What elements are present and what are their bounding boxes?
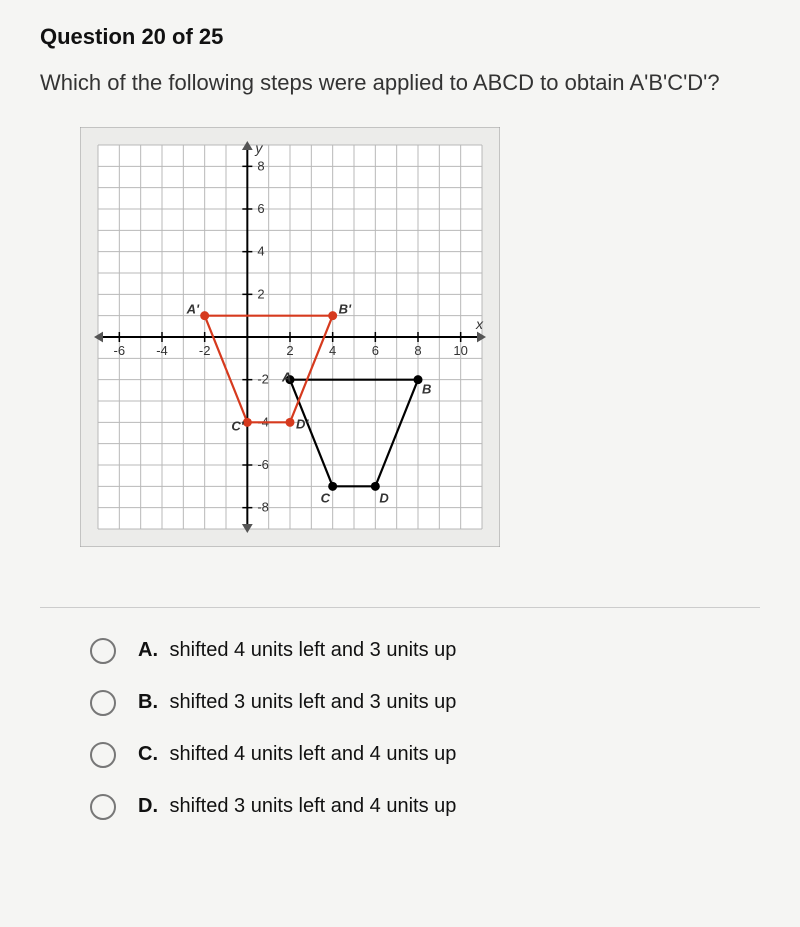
svg-text:-4: -4 [156,343,168,358]
radio-icon[interactable] [90,638,116,664]
choice-D[interactable]: D. shifted 3 units left and 4 units up [90,794,760,820]
svg-text:D: D [379,490,389,505]
svg-text:-6: -6 [257,457,269,472]
svg-text:A: A [281,369,291,384]
svg-text:D': D' [296,416,309,431]
svg-text:B': B' [339,301,352,316]
svg-text:6: 6 [257,201,264,216]
svg-text:-8: -8 [257,499,269,514]
svg-text:x: x [475,316,484,332]
svg-text:2: 2 [286,343,293,358]
svg-text:-6: -6 [114,343,126,358]
svg-text:8: 8 [257,158,264,173]
radio-icon[interactable] [90,742,116,768]
svg-text:B: B [422,381,431,396]
svg-text:8: 8 [414,343,421,358]
choice-label: D. shifted 3 units left and 4 units up [138,795,456,818]
svg-text:y: y [254,140,263,156]
radio-icon[interactable] [90,690,116,716]
svg-text:2: 2 [257,286,264,301]
choice-label: A. shifted 4 units left and 3 units up [138,639,456,662]
question-text: Which of the following steps were applie… [40,68,760,99]
choice-A[interactable]: A. shifted 4 units left and 3 units up [90,638,760,664]
svg-text:C': C' [231,418,244,433]
svg-text:A': A' [186,301,200,316]
svg-text:10: 10 [453,343,467,358]
svg-text:C: C [321,490,331,505]
svg-text:6: 6 [372,343,379,358]
choice-label: C. shifted 4 units left and 4 units up [138,743,456,766]
radio-icon[interactable] [90,794,116,820]
choice-label: B. shifted 3 units left and 3 units up [138,691,456,714]
choice-B[interactable]: B. shifted 3 units left and 3 units up [90,690,760,716]
coordinate-graph: -6-4-2246810-8-6-4-22468xyABDCA'B'D'C' [80,127,500,547]
choice-C[interactable]: C. shifted 4 units left and 4 units up [90,742,760,768]
svg-text:-2: -2 [199,343,211,358]
svg-text:4: 4 [329,343,336,358]
question-number: Question 20 of 25 [40,24,760,50]
divider [40,607,760,608]
answer-choices: A. shifted 4 units left and 3 units up B.… [40,638,760,820]
svg-text:4: 4 [257,243,264,258]
svg-text:-2: -2 [257,371,269,386]
